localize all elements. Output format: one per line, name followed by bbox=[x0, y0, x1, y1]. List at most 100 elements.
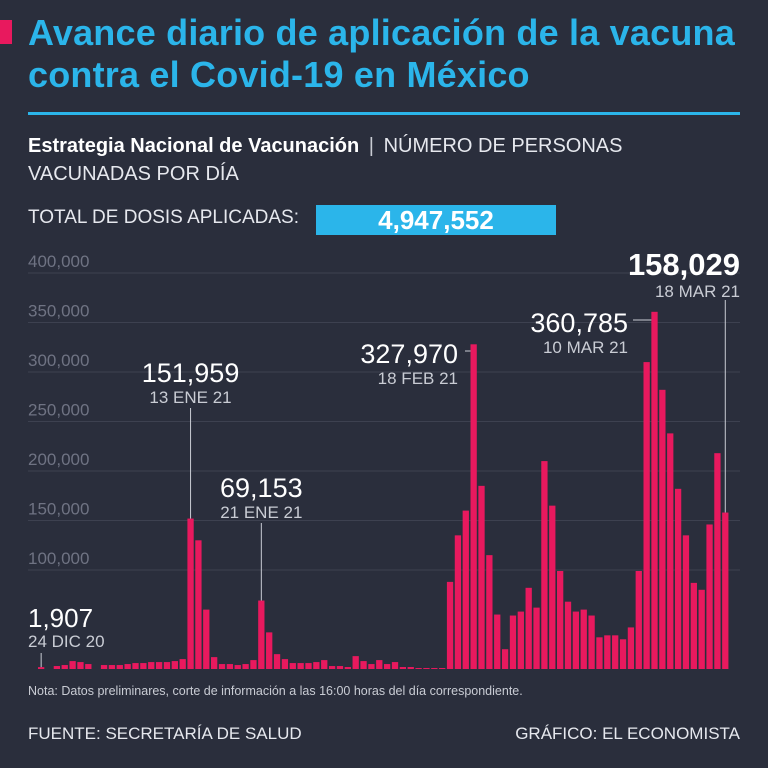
subtitle-description: NÚMERO DE PERSONAS VACUNADAS POR DÍA bbox=[28, 135, 623, 185]
bar bbox=[517, 611, 524, 669]
bar bbox=[706, 524, 713, 669]
bar bbox=[352, 656, 359, 669]
bar bbox=[674, 488, 682, 669]
bar bbox=[391, 662, 399, 669]
bar bbox=[140, 663, 147, 669]
bar bbox=[132, 663, 139, 669]
bar bbox=[179, 659, 186, 669]
bar bbox=[163, 662, 171, 669]
bar-layer bbox=[38, 311, 729, 669]
subtitle-strategy: Estrategia Nacional de Vacunación bbox=[28, 135, 360, 157]
bar bbox=[714, 453, 721, 669]
bar bbox=[85, 664, 92, 669]
accent-bar bbox=[0, 20, 12, 44]
bar bbox=[69, 661, 76, 669]
bar bbox=[297, 663, 304, 669]
y-tick-label: 150,000 bbox=[28, 500, 89, 519]
bar bbox=[557, 570, 564, 669]
bar bbox=[38, 667, 45, 669]
bar bbox=[415, 668, 422, 669]
bar bbox=[478, 485, 485, 669]
bar bbox=[218, 664, 226, 669]
y-tick-label: 100,000 bbox=[28, 549, 89, 568]
bar bbox=[116, 665, 123, 669]
bar bbox=[124, 664, 131, 669]
bar bbox=[108, 665, 116, 669]
annotation-value: 327,970 bbox=[360, 339, 458, 369]
source-credit: FUENTE: SECRETARÍA DE SALUD bbox=[28, 724, 302, 743]
bar bbox=[439, 668, 446, 669]
bar bbox=[446, 581, 454, 669]
y-tick-label: 300,000 bbox=[28, 351, 89, 370]
annotation-date: 10 MAR 21 bbox=[543, 338, 628, 357]
total-label: TOTAL DE DOSIS APLICADAS: bbox=[28, 207, 300, 228]
bar bbox=[77, 662, 84, 669]
bar bbox=[155, 662, 163, 669]
bar bbox=[667, 433, 674, 669]
bar bbox=[407, 667, 414, 669]
bar bbox=[281, 659, 289, 669]
subtitle-separator: | bbox=[368, 135, 374, 157]
bar bbox=[344, 667, 351, 669]
bar bbox=[289, 663, 296, 669]
bar bbox=[431, 668, 438, 669]
annotation-date: 24 DIC 20 bbox=[28, 632, 105, 651]
bar bbox=[549, 505, 556, 669]
bar bbox=[273, 654, 281, 669]
bar bbox=[211, 657, 218, 669]
bar bbox=[509, 615, 517, 669]
grid-layer: 100,000 150,000 200,000 250,000 300,000 350,0… bbox=[28, 252, 740, 571]
bar bbox=[171, 661, 178, 669]
bar bbox=[635, 570, 642, 669]
annotation-value: 69,153 bbox=[220, 473, 303, 503]
bar bbox=[580, 609, 587, 669]
annotation-value: 158,029 bbox=[628, 247, 740, 282]
bar bbox=[698, 589, 705, 669]
bar bbox=[486, 555, 493, 669]
annotation-value: 151,959 bbox=[142, 358, 240, 388]
annotation-date: 18 MAR 21 bbox=[655, 282, 740, 301]
bar bbox=[399, 667, 407, 669]
bar bbox=[462, 510, 469, 669]
annotation-date: 18 FEB 21 bbox=[378, 369, 458, 388]
bar bbox=[53, 666, 61, 669]
bar bbox=[368, 664, 375, 669]
bar bbox=[525, 587, 532, 669]
bar bbox=[336, 666, 344, 669]
bar bbox=[612, 635, 619, 669]
total-value-badge: 4,947,552 bbox=[316, 205, 556, 235]
bar bbox=[564, 601, 572, 669]
y-tick-label: 350,000 bbox=[28, 302, 89, 321]
bar bbox=[195, 540, 202, 669]
bar bbox=[258, 600, 265, 669]
bar bbox=[454, 535, 462, 669]
bar bbox=[682, 535, 690, 669]
bar bbox=[423, 668, 430, 669]
bar bbox=[360, 661, 367, 669]
y-tick-label: 400,000 bbox=[28, 252, 89, 271]
annotation-value: 360,785 bbox=[530, 308, 628, 338]
bar bbox=[659, 389, 666, 669]
annotation-value: 1,907 bbox=[28, 603, 93, 633]
bar bbox=[572, 611, 580, 669]
bar bbox=[148, 662, 155, 669]
bar bbox=[384, 664, 391, 669]
bar bbox=[100, 665, 108, 669]
bar bbox=[242, 664, 249, 669]
bar bbox=[643, 362, 650, 669]
bar bbox=[722, 512, 729, 669]
bar bbox=[187, 518, 194, 669]
chart-subtitle: Estrategia Nacional de Vacunación | NÚME… bbox=[28, 132, 740, 188]
bar bbox=[494, 614, 501, 669]
bar bbox=[501, 649, 509, 669]
y-tick-label: 200,000 bbox=[28, 450, 89, 469]
bar bbox=[619, 639, 627, 669]
bar bbox=[203, 609, 210, 669]
bar bbox=[588, 615, 595, 669]
bar bbox=[266, 632, 273, 669]
bar bbox=[533, 607, 540, 669]
bar bbox=[226, 664, 234, 669]
annotation-date: 13 ENE 21 bbox=[149, 388, 231, 407]
